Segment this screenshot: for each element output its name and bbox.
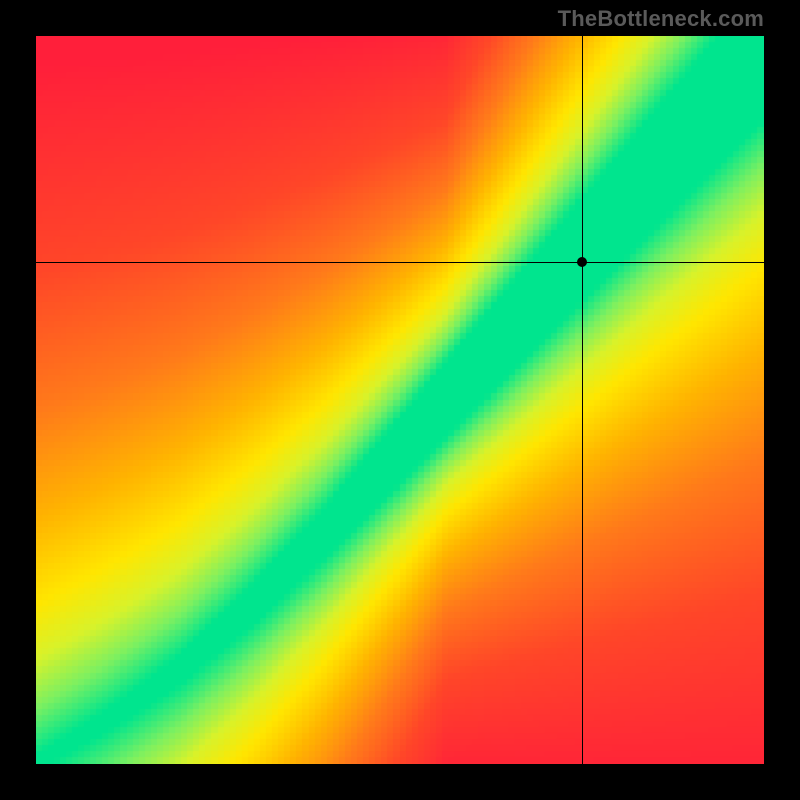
- watermark-text: TheBottleneck.com: [558, 6, 764, 32]
- chart-container: TheBottleneck.com: [0, 0, 800, 800]
- crosshair-horizontal: [36, 262, 764, 263]
- crosshair-vertical: [582, 36, 583, 764]
- bottleneck-heatmap: [36, 36, 764, 764]
- marker-point: [577, 257, 587, 267]
- plot-area: [36, 36, 764, 764]
